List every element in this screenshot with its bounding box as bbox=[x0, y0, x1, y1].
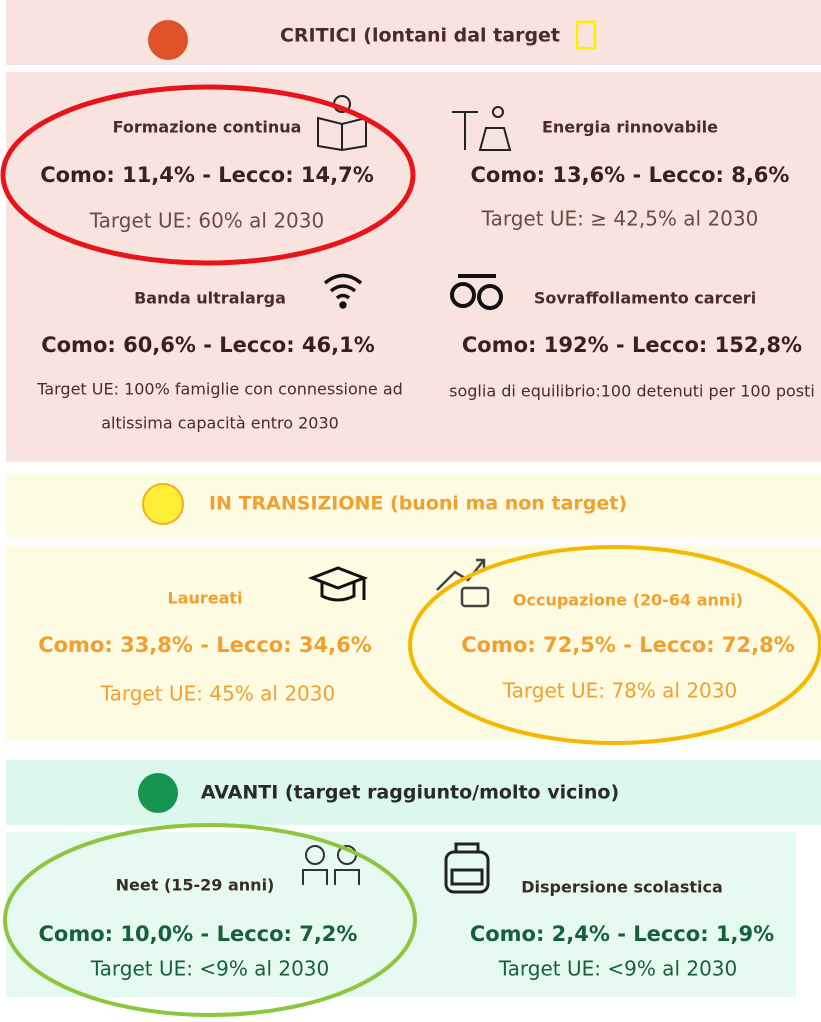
highlight-ellipse bbox=[0, 84, 416, 266]
band bbox=[6, 473, 821, 537]
item-values: Como: 11,4% - Lecco: 14,7% bbox=[40, 163, 374, 187]
item-title: Formazione continua bbox=[113, 118, 302, 137]
highlight bbox=[575, 20, 597, 50]
band bbox=[6, 832, 796, 997]
icon bbox=[452, 106, 512, 151]
section-header: CRITICI (lontani dal target bbox=[280, 25, 560, 47]
band bbox=[6, 545, 821, 740]
highlight-ellipse bbox=[3, 823, 417, 1017]
item-title: Neet (15-29 anni) bbox=[116, 876, 275, 895]
section-header: AVANTI (target raggiunto/molto vicino) bbox=[201, 782, 619, 804]
item-values: Como: 192% - Lecco: 152,8% bbox=[462, 333, 802, 357]
item-target: soglia di equilibrio:100 detenuti per 10… bbox=[449, 382, 815, 401]
band bbox=[6, 0, 821, 65]
item-values: Como: 13,6% - Lecco: 8,6% bbox=[471, 163, 790, 187]
item-title: Sovraffollamento carceri bbox=[534, 289, 756, 308]
icon bbox=[444, 842, 490, 894]
item-target: Target UE: 45% al 2030 bbox=[100, 682, 335, 706]
band bbox=[6, 72, 821, 462]
item-title: Dispersione scolastica bbox=[521, 878, 723, 897]
item-title: Laureati bbox=[167, 589, 242, 608]
icon bbox=[436, 558, 490, 608]
item-target: Target UE: ≥ 42,5% al 2030 bbox=[481, 207, 759, 231]
item-values: Como: 2,4% - Lecco: 1,9% bbox=[470, 922, 774, 946]
item-title: Banda ultralarga bbox=[134, 289, 286, 308]
item-target: Target UE: 60% al 2030 bbox=[89, 209, 324, 233]
status-dot bbox=[142, 483, 184, 525]
icon bbox=[323, 273, 363, 309]
item-values: Como: 60,6% - Lecco: 46,1% bbox=[41, 333, 375, 357]
item-values: Como: 72,5% - Lecco: 72,8% bbox=[461, 633, 795, 657]
item-title: Occupazione (20-64 anni) bbox=[513, 591, 743, 610]
highlight-ellipse bbox=[408, 545, 821, 745]
section-header: IN TRANSIZIONE (buoni ma non target) bbox=[209, 493, 627, 515]
item-target: altissima capacità entro 2030 bbox=[101, 414, 339, 433]
item-target: Target UE: <9% al 2030 bbox=[90, 957, 330, 981]
item-values: Como: 33,8% - Lecco: 34,6% bbox=[38, 633, 372, 657]
status-dot bbox=[148, 20, 188, 60]
icon bbox=[450, 274, 503, 310]
icon bbox=[307, 566, 369, 602]
item-target: Target UE: <9% al 2030 bbox=[498, 957, 738, 981]
item-target: Target UE: 100% famiglie con connessione… bbox=[36, 380, 403, 399]
item-title: Energia rinnovabile bbox=[542, 118, 718, 137]
item-target: Target UE: 78% al 2030 bbox=[502, 679, 737, 703]
item-values: Como: 10,0% - Lecco: 7,2% bbox=[39, 922, 358, 946]
status-dot bbox=[138, 773, 178, 813]
